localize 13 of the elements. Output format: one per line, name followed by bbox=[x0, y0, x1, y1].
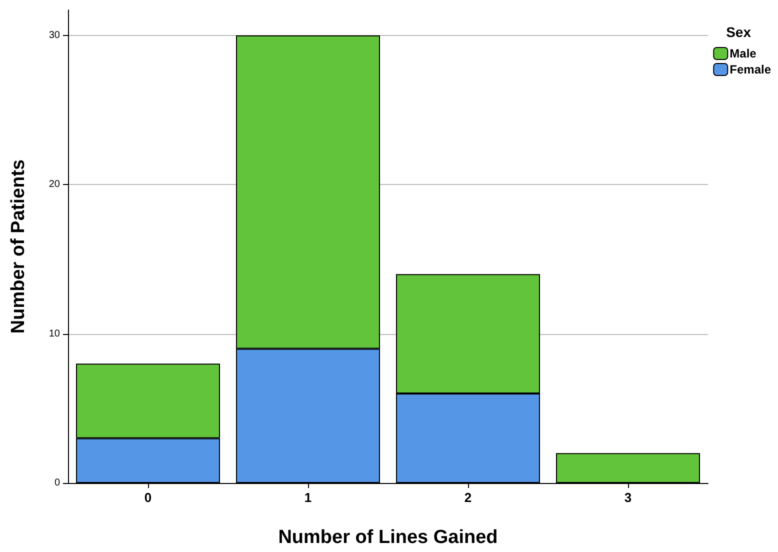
x-tick-label: 0 bbox=[144, 490, 152, 505]
y-tick-label: 0 bbox=[54, 478, 60, 488]
legend-title: Sex bbox=[726, 24, 752, 40]
legend-label: Male bbox=[730, 46, 757, 60]
x-tick-label: 1 bbox=[304, 490, 312, 505]
y-tick-label: 20 bbox=[48, 179, 60, 190]
x-axis-title: Number of Lines Gained bbox=[278, 527, 498, 548]
legend-label: Female bbox=[730, 62, 772, 76]
y-axis-title: Number of Patients bbox=[8, 159, 29, 334]
y-tick-label: 10 bbox=[48, 328, 60, 340]
x-tick-label: 2 bbox=[464, 490, 472, 505]
x-tick-label: 3 bbox=[624, 490, 632, 505]
y-tick-label: 30 bbox=[48, 30, 60, 41]
